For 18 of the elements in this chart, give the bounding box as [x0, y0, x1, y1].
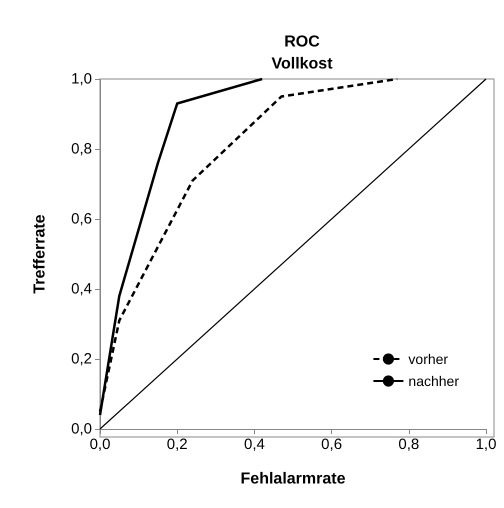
x-tick-label: 0,8: [398, 436, 420, 453]
x-tick-label: 1,0: [476, 436, 496, 453]
x-tick-label: 0,4: [244, 436, 265, 453]
x-tick-label: 0,0: [90, 436, 110, 453]
line-series: [98, 78, 398, 413]
y-axis-title: Trefferrate: [32, 214, 48, 294]
chart-title: ROC Vollkost: [271, 34, 334, 72]
legend-label: nachher: [408, 373, 460, 389]
legend-label: vorher: [408, 351, 448, 367]
y-tick-label: 0,0: [71, 420, 92, 438]
y-tick-label: 0,6: [71, 210, 92, 228]
y-tick-label: 0,4: [71, 280, 92, 298]
x-tick-label: 0,2: [166, 436, 188, 453]
x-tick-label: 0,6: [321, 436, 342, 453]
x-axis-title: Fehlalarmrate: [240, 470, 346, 488]
y-tick-label: 0,2: [71, 350, 92, 368]
y-tick-label: 0,8: [71, 140, 92, 158]
y-tick-label: 1,0: [71, 70, 92, 88]
